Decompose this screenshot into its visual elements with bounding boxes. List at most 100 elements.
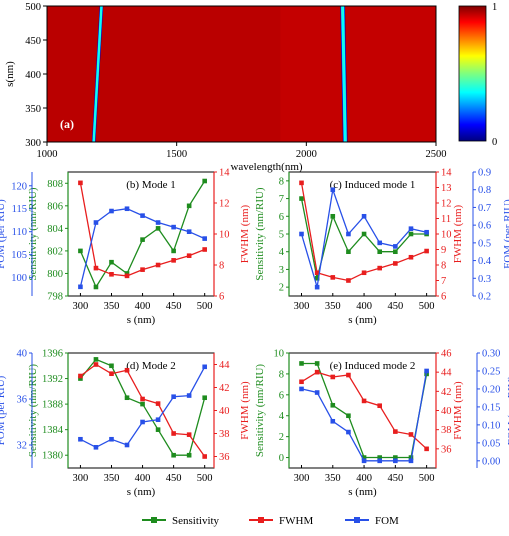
data-point-fom xyxy=(186,393,192,398)
right-tick-label: 0.7 xyxy=(478,203,491,214)
left-tick-label: 105 xyxy=(11,250,27,261)
legend-label-fom: FOM xyxy=(375,515,399,527)
heatmap-x-tick-label: 2000 xyxy=(296,149,317,160)
data-point-fom xyxy=(330,418,336,424)
inner-tick-label: 42 xyxy=(441,387,452,398)
x-tick-label: 400 xyxy=(135,301,151,312)
right-tick-label: 6 xyxy=(219,292,224,303)
inner-tick-label: 6 xyxy=(441,292,446,303)
data-point-fom xyxy=(330,187,336,193)
data-point-fwhm xyxy=(155,262,161,268)
right-tick-label: 10 xyxy=(219,230,230,241)
heatmap-panel: 1000 1500 2000 2500 300 350 400 450 500 wavelengt… xyxy=(4,2,497,173)
legend-label-fwhm: FWHM xyxy=(279,515,313,527)
data-point-sensitivity xyxy=(93,357,99,362)
right-axis-label: FWHM (nm) xyxy=(239,381,251,440)
data-point-sensitivity xyxy=(78,248,83,254)
data-point-fwhm xyxy=(330,275,336,280)
data-point-fwhm xyxy=(124,367,130,373)
left-tick-label: 10 xyxy=(274,349,285,360)
heatmap-shading xyxy=(47,6,281,142)
data-point-fwhm xyxy=(393,261,398,266)
inner-tick-label: 14 xyxy=(441,168,452,179)
x-tick-label: 450 xyxy=(387,301,403,312)
heatmap-x-tick-label: 1000 xyxy=(37,149,58,160)
legend-marker-sensitivity xyxy=(151,517,157,523)
data-point-fwhm xyxy=(171,431,176,436)
right-tick-label: 0.6 xyxy=(478,221,491,232)
heatmap-y-tick-label: 400 xyxy=(25,70,41,81)
data-point-sensitivity xyxy=(346,249,351,255)
data-point-sensitivity xyxy=(171,248,176,254)
inner-axis-label: Sensitivity (nm/RIU) xyxy=(27,187,39,281)
right-tick-label: 36 xyxy=(219,452,230,463)
right-axis-label: FOM (per RIU) xyxy=(506,375,509,445)
right-tick-label: 0.20 xyxy=(482,384,500,395)
right-tick-label: 40 xyxy=(219,406,230,417)
series-line-fwhm xyxy=(80,363,206,457)
data-point-sensitivity xyxy=(155,427,161,432)
series-line-fom xyxy=(79,208,205,287)
colorbar-tick-label: 1 xyxy=(492,2,497,13)
data-point-fom xyxy=(124,442,130,448)
heatmap-y-axis-label: s(nm) xyxy=(4,61,16,87)
x-tick-label: 500 xyxy=(197,301,213,312)
data-point-sensitivity xyxy=(314,361,320,366)
inner-tick-label: 36 xyxy=(441,444,452,455)
right-tick-label: 0.00 xyxy=(482,456,500,467)
left-tick-label: 3 xyxy=(279,265,284,276)
right-tick-label: 12 xyxy=(219,199,230,210)
right-tick-label: 8 xyxy=(219,261,224,272)
inner-tick-label: 804 xyxy=(47,224,64,235)
data-point-fwhm xyxy=(299,180,304,186)
left-tick-label: 8 xyxy=(279,176,284,187)
inner-tick-label: 1396 xyxy=(42,349,63,360)
data-point-sensitivity xyxy=(361,455,367,460)
left-tick-label: 32 xyxy=(17,441,28,452)
data-point-fom xyxy=(314,284,320,290)
right-tick-label: 0.4 xyxy=(478,256,492,267)
data-point-fwhm xyxy=(424,248,429,254)
data-point-sensitivity xyxy=(314,275,320,281)
right-tick-label: 0.25 xyxy=(482,366,500,377)
x-tick-label: 450 xyxy=(387,473,403,484)
data-point-fwhm xyxy=(78,373,83,379)
left-tick-label: 6 xyxy=(279,212,284,223)
data-point-sensitivity xyxy=(124,271,130,276)
data-point-fom xyxy=(78,284,83,290)
data-point-sensitivity xyxy=(186,203,192,209)
data-point-fom xyxy=(408,458,414,464)
right-tick-label: 14 xyxy=(219,168,230,179)
data-point-fom xyxy=(109,208,114,214)
data-point-sensitivity xyxy=(186,452,192,458)
heatmap-x-tick-label: 1500 xyxy=(166,149,187,160)
inner-tick-label: 1388 xyxy=(42,400,63,411)
data-point-fwhm xyxy=(330,374,336,380)
data-point-sensitivity xyxy=(109,363,114,369)
data-point-fwhm xyxy=(186,432,192,437)
data-point-fom xyxy=(424,368,429,374)
data-point-fwhm xyxy=(346,372,351,378)
data-point-sensitivity xyxy=(109,259,114,265)
x-tick-label: 350 xyxy=(325,301,341,312)
x-tick-label: 450 xyxy=(166,301,182,312)
inner-tick-label: 44 xyxy=(441,368,452,379)
left-axis-label: Sensitivity (nm/RIU) xyxy=(254,187,266,281)
data-point-fom xyxy=(314,390,320,395)
colorbar-tick-label: 0 xyxy=(492,137,497,148)
data-point-fom xyxy=(346,429,351,435)
data-point-fom xyxy=(377,240,383,246)
line-panel-3: 300 350 400 450 500 s (nm) 1380 1384 1388 1392 139… xyxy=(0,349,251,499)
right-tick-label: 42 xyxy=(219,383,230,394)
inner-tick-label: 12 xyxy=(441,199,452,210)
series-line-fwhm xyxy=(79,182,205,277)
data-point-fom xyxy=(186,229,192,235)
series-line-fom xyxy=(301,370,428,462)
inner-tick-label: 7 xyxy=(441,276,446,287)
data-point-sensitivity xyxy=(361,231,367,237)
x-tick-label: 300 xyxy=(294,301,310,312)
data-point-fwhm xyxy=(346,278,351,283)
right-tick-label: 0.30 xyxy=(482,349,500,360)
